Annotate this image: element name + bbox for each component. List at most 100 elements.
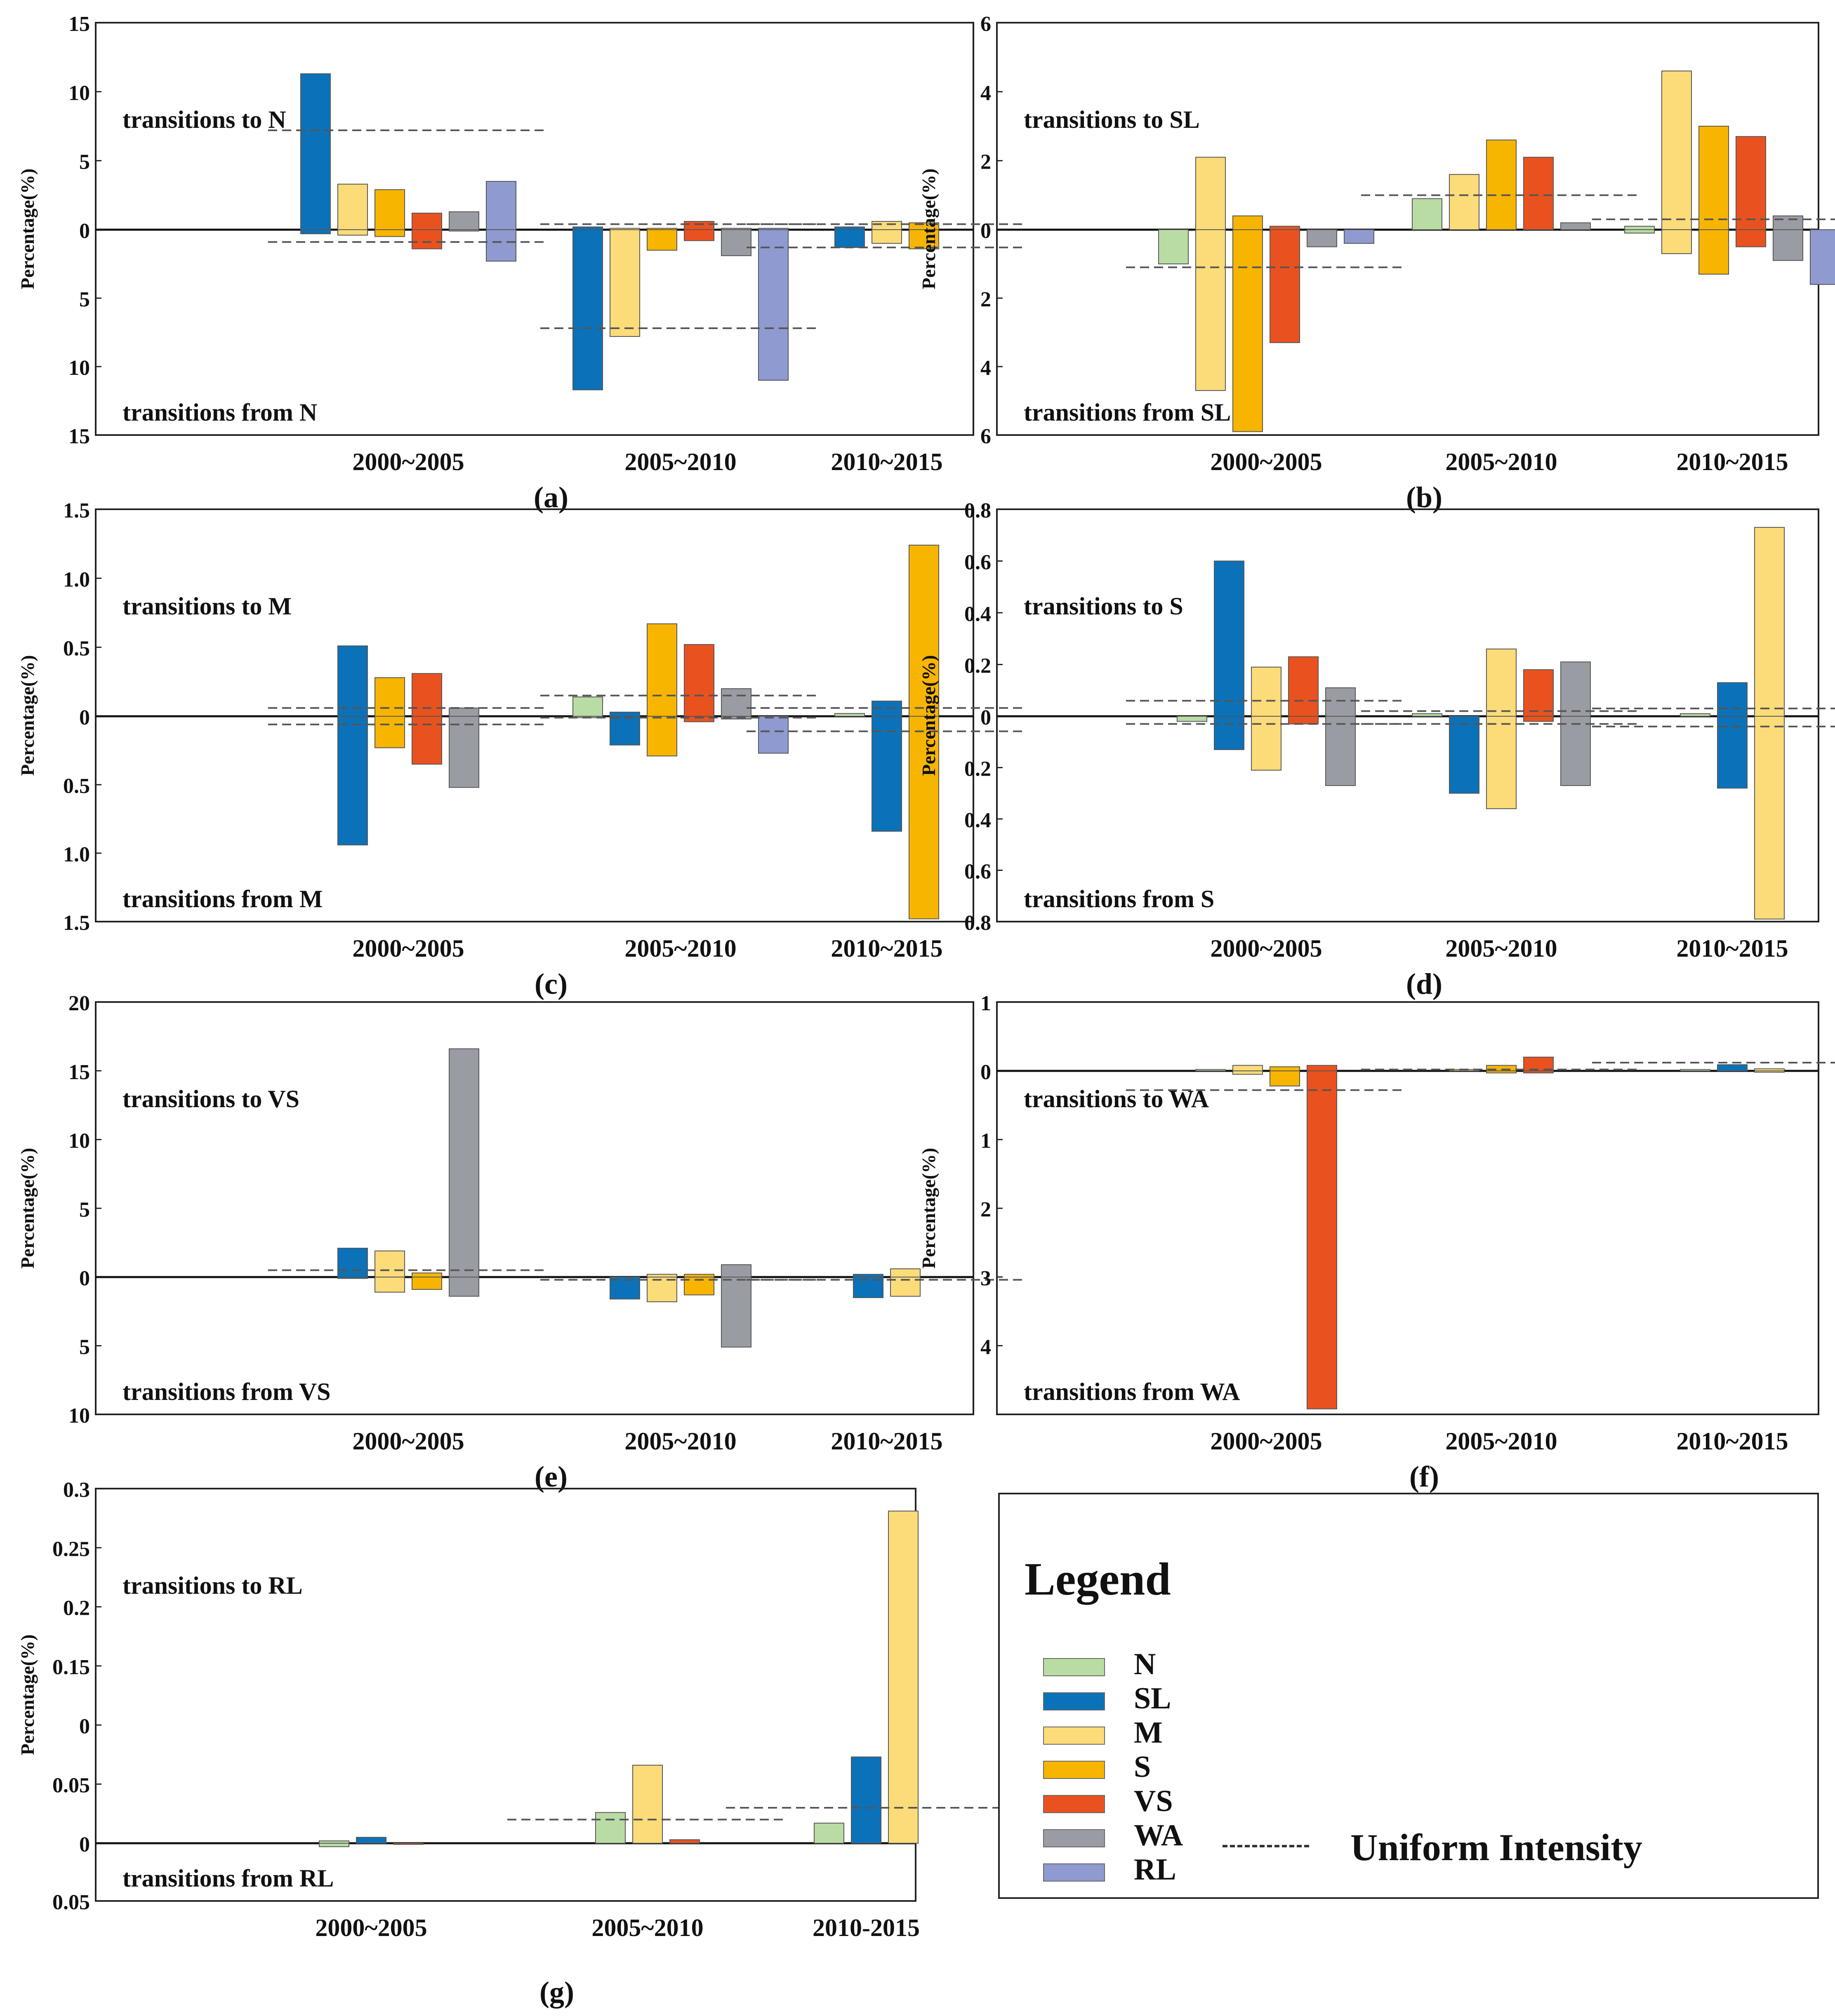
legend-label-n: N (1134, 1647, 1156, 1681)
legend-title: Legend (1025, 1554, 1171, 1605)
bar-from-sl (1449, 716, 1479, 794)
legend-swatch-wa (1043, 1829, 1105, 1847)
y-tick-label: 0.4 (964, 809, 991, 832)
y-tick-label: 0 (79, 706, 90, 729)
y-tick-label: 10 (68, 81, 90, 105)
bar-to-s (1486, 139, 1517, 231)
bar-to-s (647, 623, 677, 717)
x-period-label: 2010~2015 (1676, 448, 1788, 475)
legend-swatch-rl (1043, 1863, 1105, 1882)
annotation-transitions-to: transitions to VS (122, 1085, 299, 1113)
bar-from-wa (721, 229, 751, 256)
bar-from-n (1158, 229, 1189, 264)
y-tick-label: 6 (980, 425, 991, 448)
bar-to-wa (449, 707, 479, 717)
x-period-label: 2010~2015 (1676, 935, 1788, 962)
annotation-transitions-to: transitions to WA (1024, 1085, 1209, 1113)
x-period-label: 2005~2010 (624, 935, 736, 962)
y-tick-label: 15 (68, 425, 90, 448)
bar-to-s (1698, 126, 1729, 230)
legend-swatch-vs (1043, 1795, 1105, 1813)
bar-from-s (1486, 1070, 1517, 1073)
x-period-label: 2010~2015 (1676, 1428, 1788, 1455)
bar-to-sl (337, 1247, 368, 1278)
bar-to-n (1624, 226, 1655, 231)
bar-to-vs (1736, 136, 1766, 230)
bar-to-m (1661, 71, 1692, 230)
bar-to-vs (1307, 1065, 1337, 1071)
bar-from-wa (449, 229, 479, 232)
panel-caption: (c) (535, 967, 568, 1000)
y-tick-label: 5 (79, 1336, 90, 1359)
legend-label-m: M (1134, 1716, 1163, 1750)
bar-from-rl (758, 716, 789, 754)
bar-from-vs (1523, 716, 1554, 722)
bar-from-wa (1307, 229, 1337, 247)
y-tick-label: 0 (980, 706, 991, 729)
bar-to-n (834, 713, 865, 717)
annotation-transitions-from: transitions from S (1024, 885, 1214, 913)
bar-to-wa (721, 688, 751, 717)
bar-from-sl (610, 1277, 640, 1300)
bar-from-s (909, 716, 939, 920)
y-axis-label: Percentage(%) (918, 169, 939, 289)
bar-from-wa (721, 1277, 751, 1348)
x-period-label: 2005~2010 (591, 1914, 703, 1941)
bar-from-sl (300, 229, 331, 234)
y-tick-label: 2 (980, 288, 991, 311)
annotation-transitions-to: transitions to M (122, 593, 292, 620)
y-tick-label: 10 (68, 356, 90, 380)
bar-to-n (1195, 1069, 1226, 1071)
bar-from-s (375, 229, 405, 237)
bar-from-n (1177, 716, 1207, 722)
bar-to-m (647, 1274, 677, 1278)
y-tick-label: 5 (79, 288, 90, 311)
bar-to-sl (356, 1837, 386, 1844)
legend-label-rl: RL (1134, 1853, 1176, 1887)
legend-label-wa: WA (1134, 1818, 1183, 1852)
y-tick-label: 1 (980, 1129, 991, 1153)
bar-from-sl (1717, 716, 1748, 789)
bar-to-vs (412, 212, 442, 231)
y-tick-label: 15 (68, 1061, 90, 1084)
chart-panel-a: 15 10 5 0 5 10 15 Percentage(%) transitions to N… (17, 12, 1027, 514)
y-tick-label: 0.15 (52, 1656, 90, 1679)
annotation-transitions-from: transitions from RL (122, 1865, 334, 1892)
bar-to-s (1270, 1066, 1300, 1071)
bar-to-vs (1270, 226, 1300, 231)
legend-label-vs: VS (1134, 1784, 1173, 1818)
y-axis-label: Percentage(%) (17, 169, 38, 289)
y-tick-label: 0.05 (52, 1891, 90, 1914)
bar-from-s (1232, 229, 1263, 432)
y-tick-label: 3 (980, 1267, 991, 1290)
legend-swatch-sl (1043, 1692, 1105, 1710)
bar-from-s (647, 716, 677, 757)
bar-from-m (1661, 229, 1692, 254)
chart-panel-d: 0.8 0.6 0.4 0.2 0 0.2 0.4 0.6 0.8 Percentage(%) tr… (918, 499, 1835, 1000)
x-period-label: 2005~2010 (1445, 448, 1557, 475)
bar-from-rl (1810, 229, 1835, 285)
chart-panel-c: 1.5 1.0 0.5 0 0.5 1.0 1.5 Percentage(%) transiti… (17, 499, 1027, 1000)
bar-to-s (412, 1272, 442, 1278)
y-tick-label: 2 (980, 151, 991, 174)
bar-to-sl (1717, 682, 1748, 717)
annotation-transitions-to: transitions to RL (122, 1572, 303, 1599)
bar-to-m (888, 1510, 919, 1844)
bar-from-rl (486, 229, 516, 262)
x-period-label: 2010~2015 (831, 1428, 942, 1455)
bar-from-n (319, 1843, 349, 1847)
bar-to-vs (1288, 656, 1319, 717)
bar-from-vs (1307, 1070, 1337, 1409)
y-tick-label: 0.6 (964, 551, 991, 574)
bar-from-n (1624, 229, 1655, 234)
chart-panel-f: 1 0 1 2 3 4 Percentage(%) transitions to WA tran… (918, 992, 1835, 1493)
y-tick-label: 10 (68, 1129, 90, 1153)
bar-from-rl (1344, 229, 1374, 244)
panel-caption: (d) (1406, 967, 1442, 1000)
bar-to-m (1754, 527, 1785, 717)
bar-to-rl (486, 181, 516, 230)
bar-from-vs (412, 716, 442, 765)
annotation-transitions-from: transitions from VS (122, 1378, 331, 1405)
bar-to-sl (1214, 560, 1244, 717)
